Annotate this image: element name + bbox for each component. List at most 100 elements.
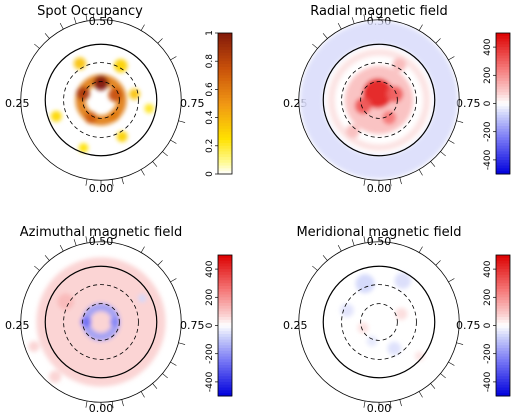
polar-map [340,272,425,361]
phase-tick [448,278,455,283]
phase-tick [170,139,177,144]
phase-tick [363,14,366,22]
colorbar-segment [496,379,510,383]
colorbar-segment [496,314,510,318]
colorbar-segment [496,126,510,130]
colorbar-segment [218,271,232,276]
colorbar-segment [496,280,510,284]
phase-tick [312,43,318,49]
colorbar-segment [218,100,232,104]
colorbar-segment [218,151,232,155]
colorbar-segment [496,300,510,304]
phase-label-top: 0.50 [89,15,114,28]
colorbar-segment [496,364,510,369]
colorbar-segment [496,83,510,88]
colorbar-segment [496,393,510,397]
equator-circle [322,265,436,379]
latitude-circle [82,81,120,119]
field-disk [36,257,166,387]
colorbar-segment [496,376,510,380]
phase-tick [59,23,64,30]
phase-tick [170,278,177,283]
colorbar-segment [496,159,510,164]
phase-tick [363,236,366,244]
colorbar-segment [496,49,510,54]
colorbar-tick-label: 400 [205,260,215,277]
colorbar-segment [218,120,232,124]
field-spot [113,59,128,73]
colorbar-segment [496,128,510,133]
colorbar-segment [218,52,232,57]
field-spot [392,57,407,72]
field-band [300,21,458,179]
colorbar-segment [218,314,232,318]
colorbar-tick-label: 200 [205,288,215,305]
colorbar-segment [218,61,232,65]
latitude-circle [63,62,139,138]
colorbar-segment [218,103,232,107]
colorbar-segment [218,387,232,391]
colorbar-tick-label: 0.6 [205,82,215,97]
field-ring [327,49,430,151]
colorbar-segment [218,168,232,172]
panel-title: Radial magnetic field [310,4,447,19]
colorbar-segment [218,393,232,397]
colorbar-segment [218,159,232,164]
colorbar-segment [218,379,232,383]
colorbar-segment [218,390,232,394]
polar-map [50,57,154,153]
colorbar-segment [218,128,232,133]
colorbar-segment [218,131,232,136]
phase-tick [140,169,145,176]
colorbar-segment [496,269,510,273]
phase-label-right: 0.75 [180,97,205,110]
polar-map [28,257,166,387]
phase-tick [85,14,88,22]
colorbar-segment [496,311,510,315]
colorbar-segment [218,269,232,273]
colorbar-segment [496,319,510,324]
phase-tick [448,139,455,144]
phase-tick [44,255,50,261]
phase-tick [34,265,40,271]
panel-meridional-field: Meridional magnetic field 0.50 0.25 0.75… [283,225,511,415]
colorbar-segment [218,280,232,284]
colorbar: 0 0.2 0.4 0.6 0.8 1 [205,30,233,177]
phase-tick [162,151,168,157]
colorbar-segment [218,140,232,144]
colorbar-segment [496,78,510,82]
colorbar-segment [218,345,232,349]
colorbar-segment [218,381,232,386]
phase-tick [351,239,355,246]
colorbar-segment [218,257,232,262]
colorbar-segment [496,328,510,332]
colorbar-segment [496,137,510,141]
colorbar-segment [496,171,510,175]
field-spot [138,294,147,303]
equator-circle [44,43,158,157]
colorbar-segment [496,308,510,312]
panel-title: Spot Occupancy [37,4,143,19]
colorbar-segment [218,350,232,355]
field-spot [357,322,369,334]
colorbar-segment [218,47,232,51]
colorbar-segment [496,58,510,62]
colorbar-segment [496,387,510,391]
colorbar-segment [496,92,510,96]
colorbar-segment [218,336,232,341]
colorbar-segment [218,106,232,110]
colorbar-segment [218,92,232,96]
field-spot [362,78,393,109]
phase-tick [312,265,318,271]
colorbar-segment [496,333,510,338]
colorbar-segment [218,325,232,329]
colorbar-segment [496,257,510,262]
colorbar-segment [496,117,510,121]
colorbar-tick-label: 0 [483,322,493,328]
field-spot [109,317,120,327]
colorbar-segment [218,373,232,377]
colorbar-segment [218,83,232,88]
colorbar-segment [496,154,510,158]
colorbar-tick-label: 0.4 [205,110,215,125]
